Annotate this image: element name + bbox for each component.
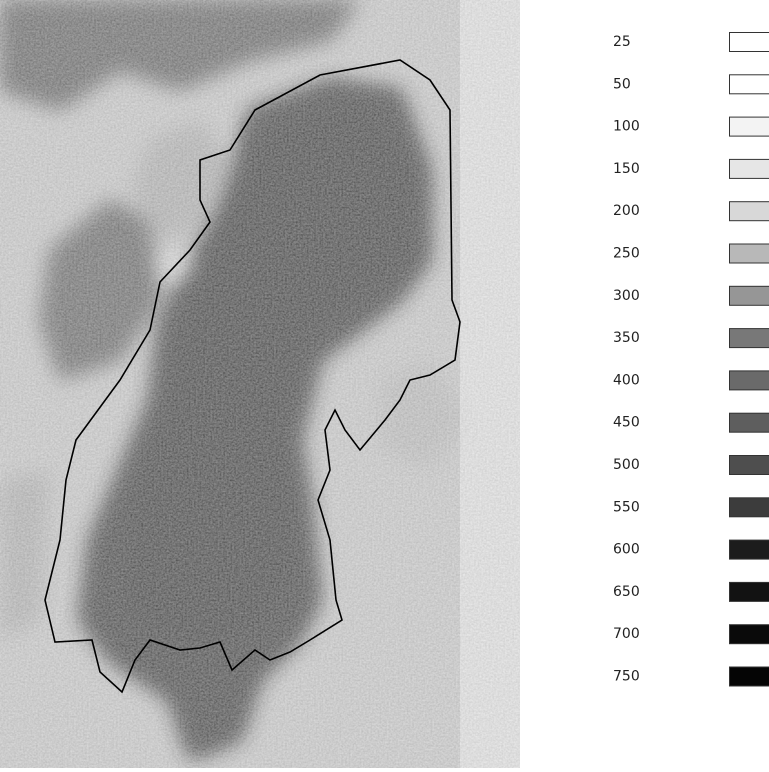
- legend-swatch: [730, 202, 769, 221]
- legend-label: 200: [613, 203, 640, 219]
- legend-swatch: [730, 159, 769, 178]
- legend-swatch: [730, 329, 769, 348]
- legend-swatch: [730, 117, 769, 136]
- legend-label: 500: [613, 457, 640, 473]
- page: {"legend": {"items": [ {"label": 25, "co…: [0, 0, 769, 768]
- legend-label: 700: [613, 626, 640, 642]
- legend-label: 550: [613, 499, 640, 515]
- legend-label: 650: [613, 584, 640, 600]
- legend-swatch: [730, 456, 769, 475]
- legend-swatch: [730, 286, 769, 305]
- legend-label: 25: [613, 34, 631, 50]
- legend-swatch: [730, 540, 769, 559]
- legend-swatch: [730, 413, 769, 432]
- legend-swatch: [730, 33, 769, 52]
- legend-swatch: [730, 371, 769, 390]
- legend-label: 150: [613, 161, 640, 177]
- legend-label: 100: [613, 119, 640, 135]
- legend-label: 400: [613, 372, 640, 388]
- legend-label: 600: [613, 542, 640, 558]
- legend-label: 250: [613, 246, 640, 262]
- legend: 25 50 100 150 200 250 300 350 400 450 500 550 600 650…: [613, 33, 769, 687]
- legend-label: 750: [613, 669, 640, 685]
- legend-label: 300: [613, 288, 640, 304]
- legend-swatch: [730, 582, 769, 601]
- legend-swatch: [730, 75, 769, 94]
- map-figure: 25 50 100 150 200 250 300 350 400 450 500 550 600 650…: [0, 0, 769, 768]
- legend-swatch: [730, 498, 769, 517]
- terrain-fade: [460, 0, 520, 768]
- legend-swatch: [730, 667, 769, 686]
- legend-label: 450: [613, 415, 640, 431]
- legend-label: 50: [613, 76, 631, 92]
- legend-swatch: [730, 244, 769, 263]
- legend-label: 350: [613, 330, 640, 346]
- legend-swatch: [730, 625, 769, 644]
